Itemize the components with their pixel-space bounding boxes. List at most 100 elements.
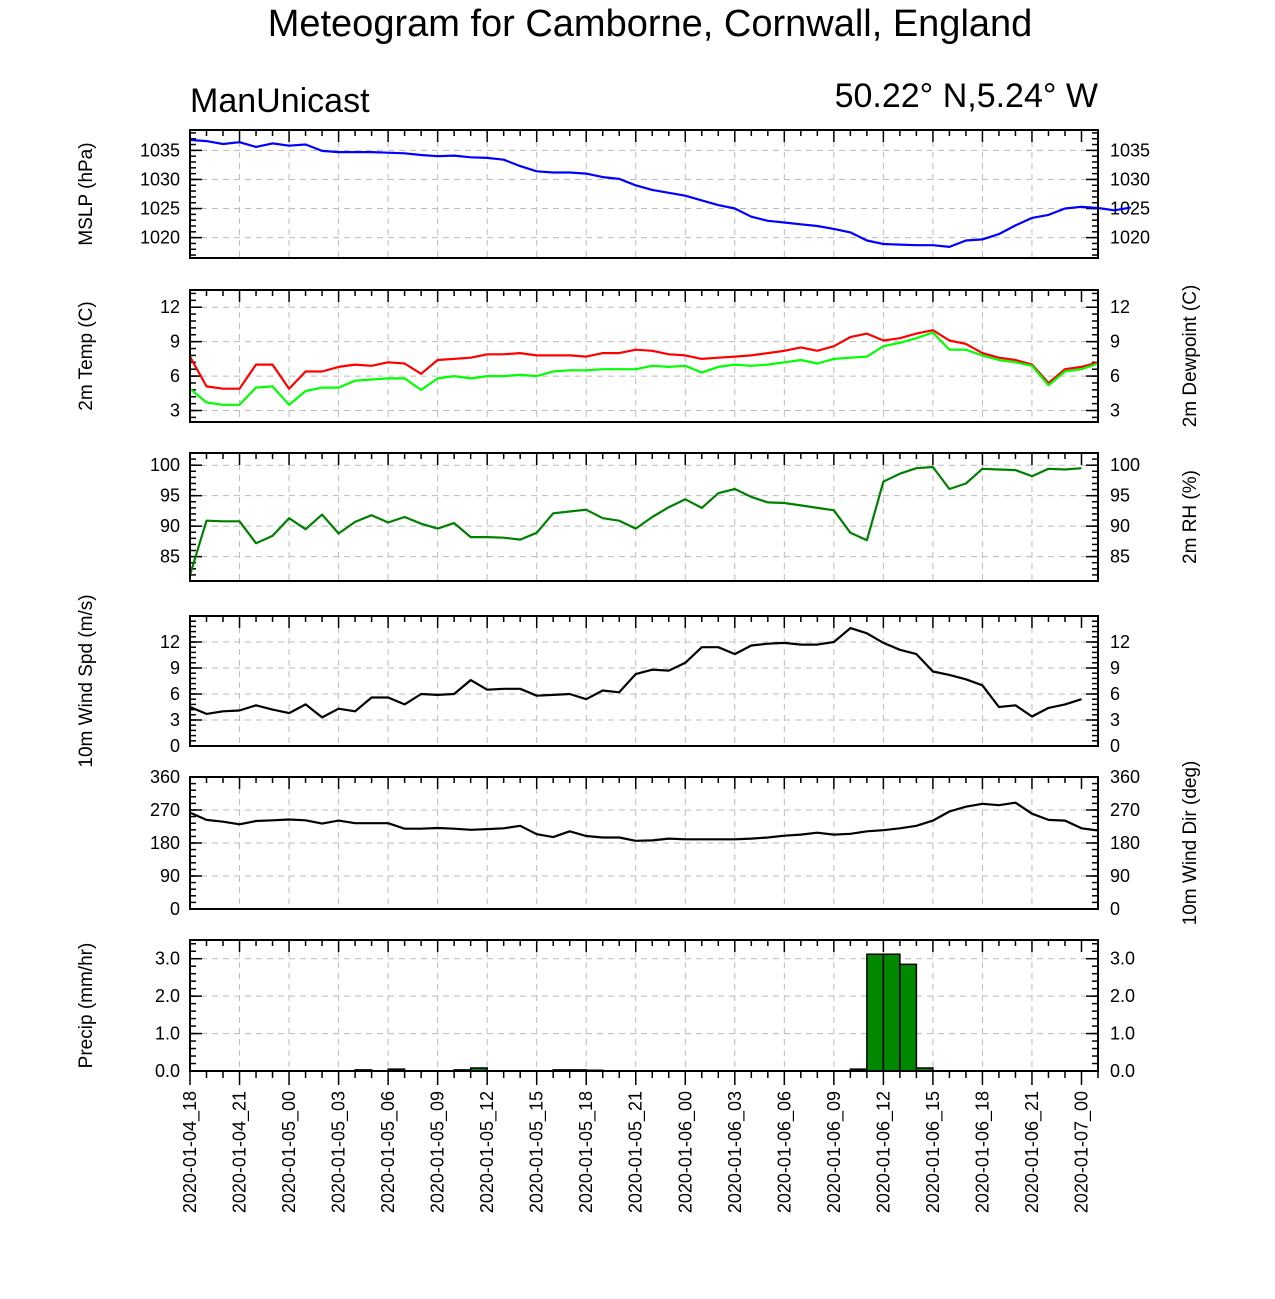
y-tick-label-left: 9 [170, 658, 180, 678]
y-tick-label-right: 6 [1110, 684, 1120, 704]
y-tick-label-left: 6 [170, 366, 180, 386]
x-tick-label: 2020-01-06_15 [923, 1091, 944, 1213]
y-tick-label-right: 3 [1110, 710, 1120, 730]
y-tick-label-right: 100 [1110, 455, 1140, 475]
x-tick-label: 2020-01-06_06 [774, 1091, 795, 1213]
x-tick-label: 2020-01-04_21 [230, 1091, 251, 1213]
y-tick-label-right: 85 [1110, 547, 1130, 567]
y-tick-label-left: 3 [170, 710, 180, 730]
x-tick-label: 2020-01-05_21 [626, 1091, 647, 1213]
series-line-wind_speed-0 [189, 626, 1082, 719]
series-line-temperature-1 [189, 331, 1099, 406]
y-tick-label-right: 0.0 [1110, 1061, 1135, 1081]
panel-frame [189, 776, 1099, 910]
y-tick-label-right: 1.0 [1110, 1024, 1135, 1044]
x-tick-label: 2020-01-05_12 [477, 1091, 498, 1213]
y-tick-label-right: 0 [1110, 736, 1120, 756]
y-tick-label-right: 12 [1110, 632, 1130, 652]
x-tick-label: 2020-01-05_00 [279, 1091, 300, 1213]
panel-frame [189, 939, 1099, 1072]
series-line-temperature-0 [189, 329, 1099, 390]
time-axis: 2020-01-04_18 2020-01-04_21 2020-01-05_00 2… [180, 1071, 1099, 1213]
y-tick-label-left: 1020 [140, 228, 180, 248]
x-tick-label: 2020-01-07_00 [1071, 1091, 1092, 1213]
y-tick-label-right: 270 [1110, 800, 1140, 820]
y-tick-label-right: 360 [1110, 767, 1140, 787]
precip-bar [882, 953, 901, 1072]
y-tick-label-left: 1.0 [155, 1024, 180, 1044]
x-tick-label: 2020-01-06_21 [1022, 1091, 1043, 1213]
model-name: ManUnicast [190, 82, 370, 120]
panel-wind_speed: 0 0 3 3 6 6 9 9 12 12 10m Wind Spd (m/s) [76, 594, 1130, 767]
y-tick-label-left: 2.0 [155, 986, 180, 1006]
panel-wind_direction: 0 0 90 90 180 180 270 270 360 360 10m Wind Dir (de… [150, 761, 1201, 926]
y-tick-label-right: 6 [1110, 366, 1120, 386]
y-tick-label-right: 3 [1110, 401, 1120, 421]
y-axis-label-left: 2m Temp (C) [76, 301, 97, 410]
x-tick-label: 2020-01-05_06 [378, 1091, 399, 1213]
y-axis-label-left: 10m Wind Spd (m/s) [76, 594, 97, 767]
y-tick-label-left: 12 [160, 297, 180, 317]
series-line-humidity-0 [188, 465, 1082, 576]
y-axis-label-right: 2m RH (%) [1180, 470, 1201, 564]
y-tick-label-left: 9 [170, 332, 180, 352]
y-tick-label-left: 0 [170, 899, 180, 919]
series-line-mslp-0 [189, 138, 1132, 248]
y-tick-label-right: 90 [1110, 866, 1130, 886]
panel-humidity: 85 85 90 90 95 95 100 100 2m RH (%) [150, 452, 1201, 582]
x-tick-label: 2020-01-06_18 [972, 1091, 993, 1213]
y-tick-label-left: 0 [170, 736, 180, 756]
y-axis-label-right: 2m Dewpoint (C) [1180, 285, 1201, 428]
x-tick-label: 2020-01-06_12 [873, 1091, 894, 1213]
y-tick-label-left: 1025 [140, 199, 180, 219]
y-tick-label-left: 3.0 [155, 949, 180, 969]
y-axis-label-left: Precip (mm/hr) [76, 943, 97, 1069]
y-tick-label-left: 270 [150, 800, 180, 820]
y-tick-label-right: 0 [1110, 899, 1120, 919]
panel-frame [189, 289, 1099, 423]
y-tick-label-right: 95 [1110, 486, 1130, 506]
y-tick-label-left: 95 [160, 486, 180, 506]
location-coordinates: 50.22° N,5.24° W [835, 77, 1098, 115]
y-tick-label-left: 85 [160, 547, 180, 567]
panel-frame [189, 452, 1099, 582]
panel-frame [189, 129, 1099, 259]
panel-precipitation: 0.0 0.0 1.0 1.0 2.0 2.0 3.0 3.0 Precip (mm/hr) [76, 939, 1135, 1081]
y-tick-label-left: 180 [150, 833, 180, 853]
panel-temperature: 3 3 6 6 9 9 12 12 2m Temp (C) 2m Dewpoint (C) [76, 285, 1201, 428]
y-tick-label-right: 1035 [1110, 140, 1150, 160]
x-tick-label: 2020-01-06_00 [675, 1091, 696, 1213]
x-tick-label: 2020-01-06_03 [725, 1091, 746, 1213]
y-tick-label-right: 9 [1110, 332, 1120, 352]
x-tick-label: 2020-01-05_03 [329, 1091, 350, 1213]
y-tick-label-right: 180 [1110, 833, 1140, 853]
y-tick-label-right: 1030 [1110, 169, 1150, 189]
y-tick-label-right: 2.0 [1110, 986, 1135, 1006]
y-tick-label-left: 1030 [140, 169, 180, 189]
y-tick-label-left: 0.0 [155, 1061, 180, 1081]
y-tick-label-right: 1020 [1110, 228, 1150, 248]
y-tick-label-left: 100 [150, 455, 180, 475]
precip-bar [899, 963, 918, 1072]
y-tick-label-right: 12 [1110, 297, 1130, 317]
x-tick-label: 2020-01-06_09 [824, 1091, 845, 1213]
chart-title: Meteogram for Camborne, Cornwall, Englan… [268, 3, 1033, 45]
series-line-wind_direction-0 [189, 801, 1099, 842]
y-axis-label-left: MSLP (hPa) [76, 142, 97, 245]
precip-bar [866, 953, 885, 1072]
y-tick-label-left: 360 [150, 767, 180, 787]
y-axis-label-right: 10m Wind Dir (deg) [1180, 761, 1201, 926]
y-tick-label-left: 6 [170, 684, 180, 704]
y-tick-label-right: 9 [1110, 658, 1120, 678]
x-tick-label: 2020-01-05_09 [428, 1091, 449, 1213]
y-tick-label-left: 90 [160, 516, 180, 536]
x-tick-label: 2020-01-05_15 [527, 1091, 548, 1213]
y-tick-label-left: 12 [160, 632, 180, 652]
y-tick-label-left: 90 [160, 866, 180, 886]
y-tick-label-left: 1035 [140, 140, 180, 160]
y-tick-label-left: 3 [170, 401, 180, 421]
x-tick-label: 2020-01-05_18 [576, 1091, 597, 1213]
